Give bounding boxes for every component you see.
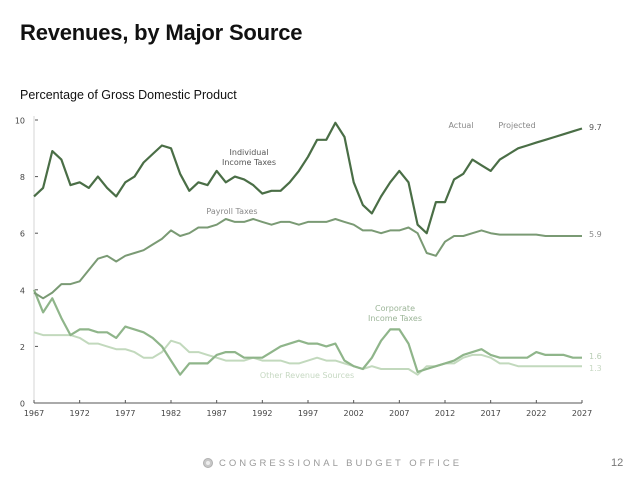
series-name-label: Income Taxes: [368, 314, 422, 323]
chart-subtitle: Percentage of Gross Domestic Product: [20, 88, 237, 102]
series-name-label: Payroll Taxes: [206, 207, 257, 216]
series-name-label: Corporate: [375, 304, 415, 313]
slide-title: Revenues, by Major Source: [20, 20, 303, 45]
y-tick-label: 6: [20, 230, 25, 239]
y-tick-label: 8: [20, 173, 25, 182]
series-name-label: Income Taxes: [222, 158, 276, 167]
x-tick-label: 2017: [480, 409, 500, 418]
series-name-label: Other Revenue Sources: [260, 371, 354, 380]
x-tick-label: 2007: [389, 409, 409, 418]
x-tick-label: 2002: [343, 409, 363, 418]
slide-footer: CONGRESSIONAL BUDGET OFFICE 12: [0, 455, 638, 475]
series-line-individual-income-taxes: [33, 121, 583, 235]
y-tick-label: 0: [20, 400, 25, 409]
cbo-seal-icon: [203, 458, 213, 468]
series-line-payroll-taxes: [33, 218, 582, 300]
series-line-corporate-income-taxes: [32, 289, 582, 376]
series-end-value-label: 1.3: [589, 364, 602, 373]
x-tick-label: 1992: [252, 409, 272, 418]
series-lines: [32, 121, 583, 376]
x-tick-label: 2022: [526, 409, 546, 418]
series-name-label: Individual: [230, 148, 269, 157]
y-tick-label: 4: [20, 286, 25, 295]
x-tick-label: 2027: [572, 409, 592, 418]
x-tick-label: 2012: [435, 409, 455, 418]
series-end-value-label: 1.6: [589, 352, 602, 361]
y-tick-label: 10: [15, 117, 25, 126]
page-number: 12: [611, 457, 624, 469]
x-tick-label: 1987: [206, 409, 226, 418]
series-end-value-label: 9.7: [589, 123, 602, 132]
axes: 0 2 4 6 8 10 1967 1972 1977 1982 1987 1992 1997 2002 2…: [15, 116, 592, 418]
revenue-line-chart: 0 2 4 6 8 10 1967 1972 1977 1982 1987 1992 1997 2002 2…: [15, 116, 602, 418]
x-tick-label: 1967: [24, 409, 44, 418]
actual-period-label: Actual: [448, 121, 473, 130]
x-tick-label: 1982: [161, 409, 181, 418]
x-tick-label: 1972: [69, 409, 89, 418]
x-tick-label: 1977: [115, 409, 135, 418]
series-line-other-revenue-sources: [33, 331, 582, 376]
footer-organization: CONGRESSIONAL BUDGET OFFICE: [219, 458, 463, 469]
projected-period-label: Projected: [498, 121, 535, 130]
series-end-value-label: 5.9: [589, 230, 602, 239]
y-tick-label: 2: [20, 343, 25, 352]
x-tick-label: 1997: [298, 409, 318, 418]
